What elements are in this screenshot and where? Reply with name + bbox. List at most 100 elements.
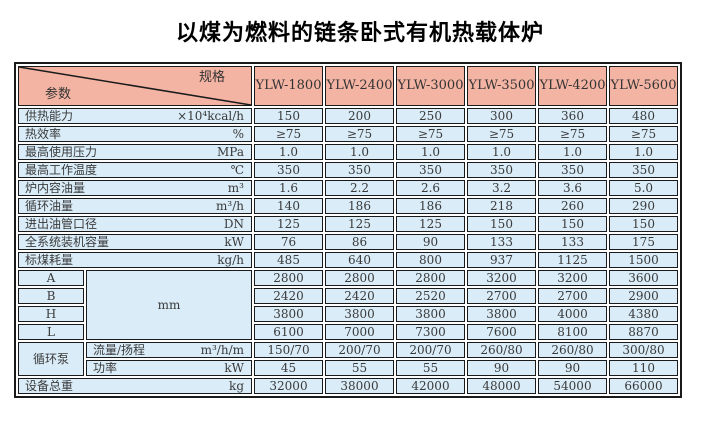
param-cell: 全系统装机容量 kW (18, 234, 252, 250)
param-label: 循环油量 (25, 199, 74, 213)
value-cell: 125 (254, 216, 323, 232)
value-cell: 300 (467, 108, 536, 124)
param-unit: % (232, 127, 244, 141)
value-cell: 186 (325, 198, 394, 214)
value-cell: 133 (467, 234, 536, 250)
table-row: 标煤耗量 kg/h 485 640 800 937 1125 1500 (18, 252, 678, 268)
value-cell: 1.6 (254, 180, 323, 196)
dimension-label: L (18, 324, 84, 340)
value-cell: 1125 (538, 252, 607, 268)
value-cell: 7600 (467, 324, 536, 340)
table-row: L 6100 7000 7300 7600 8100 8870 (18, 324, 678, 340)
value-cell: 250 (396, 108, 465, 124)
value-cell: 200 (325, 108, 394, 124)
value-cell: 260/80 (538, 342, 607, 358)
param-unit: MPa (217, 145, 244, 159)
value-cell: 5.0 (609, 180, 678, 196)
value-cell: 54000 (538, 378, 607, 394)
table-row: 炉内容油量 m³ 1.6 2.2 2.6 3.2 3.6 5.0 (18, 180, 678, 196)
value-cell: 48000 (467, 378, 536, 394)
value-cell: 3800 (325, 306, 394, 322)
param-cell: 进出油管口径 DN (18, 216, 252, 232)
param-label: 标煤耗量 (25, 253, 74, 267)
param-label: 热效率 (25, 127, 62, 141)
value-cell: 7300 (396, 324, 465, 340)
model-header: YLW-3000 (396, 66, 465, 106)
param-unit: m³/h (216, 199, 244, 213)
value-cell: 640 (325, 252, 394, 268)
value-cell: 45 (254, 360, 323, 376)
param-unit: kW (224, 361, 244, 375)
value-cell: 1.0 (396, 144, 465, 160)
value-cell: ≥75 (609, 126, 678, 142)
table-row: 供热能力 ×10⁴kcal/h 150 200 250 300 360 480 (18, 108, 678, 124)
table-row: 设备总重 kg 32000 38000 42000 48000 54000 66000 (18, 378, 678, 394)
value-cell: ≥75 (396, 126, 465, 142)
value-cell: ≥75 (254, 126, 323, 142)
value-cell: 480 (609, 108, 678, 124)
value-cell: 2420 (254, 288, 323, 304)
value-cell: 350 (538, 162, 607, 178)
param-cell: 循环油量 m³/h (18, 198, 252, 214)
value-cell: 485 (254, 252, 323, 268)
model-header: YLW-1800 (254, 66, 323, 106)
value-cell: ≥75 (325, 126, 394, 142)
param-unit: ℃ (230, 163, 244, 177)
value-cell: 3.6 (538, 180, 607, 196)
value-cell: 125 (396, 216, 465, 232)
param-cell: 热效率% (18, 126, 252, 142)
value-cell: 800 (396, 252, 465, 268)
value-cell: 90 (396, 234, 465, 250)
value-cell: 150 (538, 216, 607, 232)
table-row: 循环泵 流量/扬程 m³/h/m 150/70 200/70 200/70 260/80 26… (18, 342, 678, 376)
value-cell: 2800 (325, 270, 394, 286)
value-cell: 8100 (538, 324, 607, 340)
value-cell: 350 (467, 162, 536, 178)
value-cell: 55 (396, 360, 465, 376)
table-row: H 3800 3800 3800 3800 4000 4380 (18, 306, 678, 322)
value-cell: 290 (609, 198, 678, 214)
model-header: YLW-2400 (325, 66, 394, 106)
model-header: YLW-5600 (609, 66, 678, 106)
table-row: 热效率% ≥75 ≥75 ≥75 ≥75 ≥75 ≥75 (18, 126, 678, 142)
param-unit: m³ (227, 181, 244, 195)
dimension-label: B (18, 288, 84, 304)
dimension-unit: mm (86, 270, 252, 340)
corner-param-label: 参数 (45, 87, 72, 102)
param-cell: 功率 kW (86, 360, 252, 376)
value-cell: 38000 (325, 378, 394, 394)
value-cell: 76 (254, 234, 323, 250)
param-unit: kg (229, 379, 244, 393)
value-cell: 1.0 (254, 144, 323, 160)
param-cell: 最高工作温度 ℃ (18, 162, 252, 178)
value-cell: 2.2 (325, 180, 394, 196)
value-cell: 86 (325, 234, 394, 250)
value-cell: 2700 (538, 288, 607, 304)
param-cell: 供热能力 ×10⁴kcal/h (18, 108, 252, 124)
table-row: B 2420 2420 2520 2700 2700 2900 (18, 288, 678, 304)
value-cell: 8870 (609, 324, 678, 340)
table-row: 最高使用压力 MPa 1.0 1.0 1.0 1.0 1.0 1.0 (18, 144, 678, 160)
dimension-label: H (18, 306, 84, 322)
param-unit: kg/h (217, 253, 244, 267)
corner-spec-label: 规格 (198, 70, 225, 85)
value-cell: 32000 (254, 378, 323, 394)
value-cell: 4380 (609, 306, 678, 322)
value-cell: 1500 (609, 252, 678, 268)
value-cell: 4000 (538, 306, 607, 322)
value-cell: 110 (609, 360, 678, 376)
value-cell: 350 (325, 162, 394, 178)
value-cell: 1.0 (467, 144, 536, 160)
model-header: YLW-3500 (467, 66, 536, 106)
param-label: 流量/扬程 (93, 343, 146, 357)
model-header: YLW-4200 (538, 66, 607, 106)
value-cell: 125 (325, 216, 394, 232)
value-cell: 90 (467, 360, 536, 376)
param-label: 最高工作温度 (25, 163, 98, 177)
param-label: 设备总重 (25, 379, 74, 393)
param-cell: 炉内容油量 m³ (18, 180, 252, 196)
param-label: 功率 (93, 361, 118, 375)
value-cell: 140 (254, 198, 323, 214)
value-cell: 1.0 (609, 144, 678, 160)
value-cell: 3800 (396, 306, 465, 322)
